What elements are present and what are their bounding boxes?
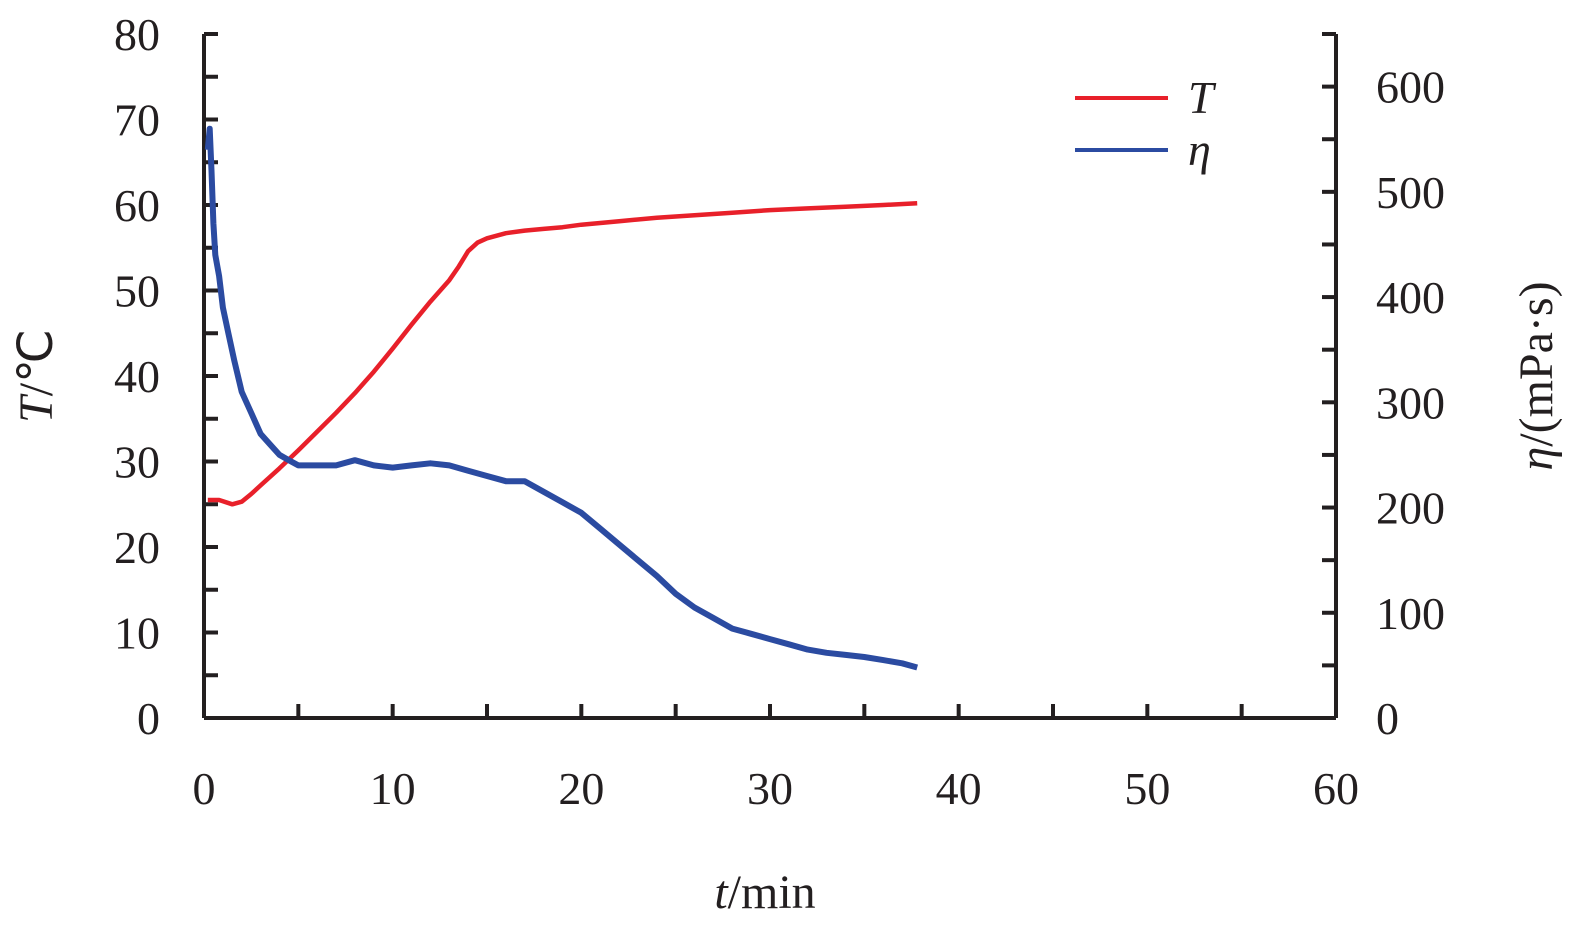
x-tick-label: 30 — [747, 763, 793, 814]
series-layer — [204, 125, 919, 671]
y-left-tick-label: 0 — [137, 693, 160, 744]
legend-label-t: T — [1188, 72, 1217, 123]
legend-label-eta: η — [1188, 124, 1211, 175]
series-eta-line — [204, 125, 919, 671]
series-t-line — [207, 201, 918, 507]
y-left-tick-label: 30 — [114, 437, 160, 488]
y-left-tick-label: 10 — [114, 608, 160, 659]
x-tick-label: 50 — [1124, 763, 1170, 814]
y-left-tick-label: 70 — [114, 95, 160, 146]
x-tick-label: 40 — [936, 763, 982, 814]
y-left-tick-label: 60 — [114, 180, 160, 231]
axes — [202, 34, 1338, 720]
y-right-tick-label: 100 — [1376, 588, 1445, 639]
y-left-tick-label: 40 — [114, 351, 160, 402]
x-axis-title: t/min — [714, 866, 815, 919]
tick-labels: 0 10 20 30 40 50 60010203040506070800100200300… — [114, 9, 1445, 814]
y-right-tick-label: 300 — [1376, 377, 1445, 428]
y-left-tick-label: 50 — [114, 266, 160, 317]
x-tick-label: 60 — [1313, 763, 1359, 814]
x-tick-label: 10 — [370, 763, 416, 814]
x-tick-label: 0 — [193, 763, 216, 814]
legend: T η — [1075, 72, 1217, 175]
y-left-tick-label: 20 — [114, 522, 160, 573]
left-axis-title: T/℃ — [10, 329, 63, 423]
x-tick-label: 20 — [558, 763, 604, 814]
right-axis-title: η/(mPa·s) — [1510, 281, 1563, 470]
y-right-tick-label: 0 — [1376, 693, 1399, 744]
y-right-tick-label: 200 — [1376, 483, 1445, 534]
y-right-tick-label: 400 — [1376, 272, 1445, 323]
y-right-tick-label: 500 — [1376, 167, 1445, 218]
y-left-tick-label: 80 — [114, 9, 160, 60]
tick-marks — [202, 32, 1338, 720]
y-right-tick-label: 600 — [1376, 62, 1445, 113]
